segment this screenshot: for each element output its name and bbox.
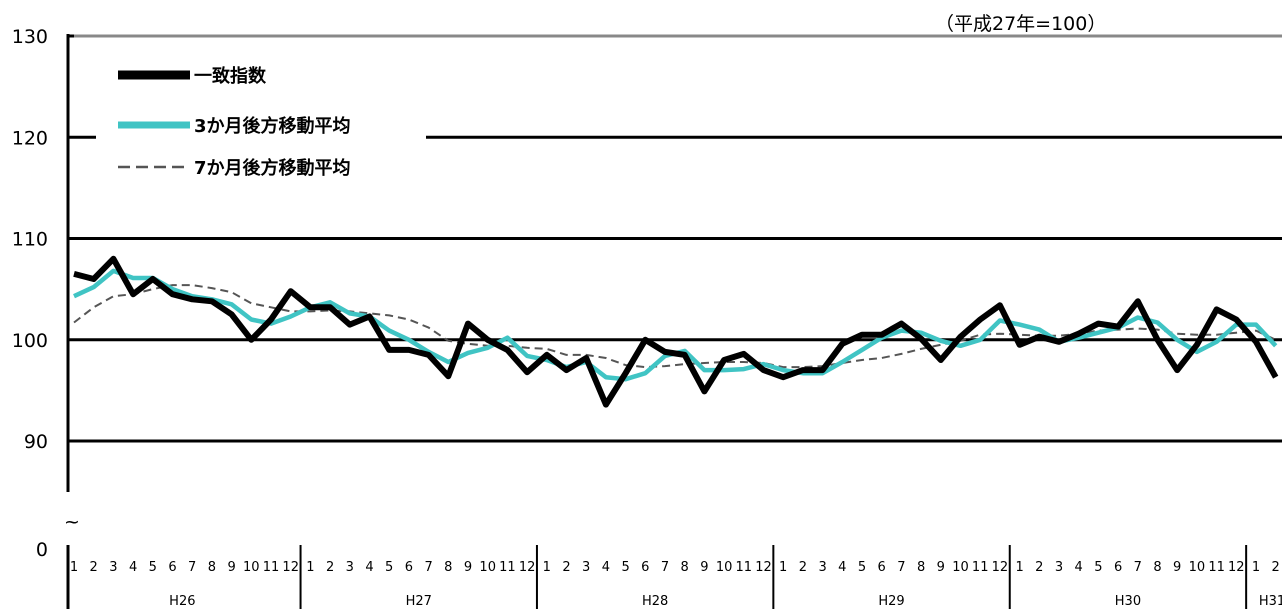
month-tick-label: 11 bbox=[1208, 560, 1225, 575]
month-tick-label: 7 bbox=[424, 560, 432, 575]
month-tick-label: 12 bbox=[992, 560, 1009, 575]
month-tick-label: 6 bbox=[168, 560, 176, 575]
year-label: H30 bbox=[1115, 594, 1141, 609]
month-tick-label: 1 bbox=[1252, 560, 1260, 575]
month-tick-label: 6 bbox=[878, 560, 886, 575]
month-tick-label: 7 bbox=[1134, 560, 1142, 575]
month-tick-label: 9 bbox=[937, 560, 945, 575]
month-tick-label: 2 bbox=[562, 560, 570, 575]
y-axis: 130 120 110 100 90 0 bbox=[12, 26, 74, 609]
month-tick-label: 4 bbox=[1075, 560, 1083, 575]
month-tick-label: 1 bbox=[1015, 560, 1023, 575]
series-line-1 bbox=[73, 255, 1279, 408]
month-tick-label: 8 bbox=[917, 560, 925, 575]
unit-note: （平成27年=100） bbox=[935, 13, 1106, 35]
month-tick-label: 9 bbox=[700, 560, 708, 575]
month-tick-label: 1 bbox=[543, 560, 551, 575]
month-tick-label: 4 bbox=[129, 560, 137, 575]
year-label: H27 bbox=[406, 594, 432, 609]
month-tick-label: 11 bbox=[736, 560, 753, 575]
month-tick-label: 12 bbox=[1228, 560, 1245, 575]
month-tick-label: 2 bbox=[326, 560, 334, 575]
month-tick-label: 2 bbox=[799, 560, 807, 575]
month-tick-label: 10 bbox=[1189, 560, 1206, 575]
month-tick-label: 8 bbox=[208, 560, 216, 575]
month-tick-label: 9 bbox=[1173, 560, 1181, 575]
month-tick-label: 3 bbox=[818, 560, 826, 575]
legend-label-2: 3か月後方移動平均 bbox=[194, 115, 351, 137]
year-label: H31 bbox=[1259, 594, 1282, 609]
month-tick-label: 3 bbox=[109, 560, 117, 575]
month-tick-label: 8 bbox=[444, 560, 452, 575]
month-tick-label: 3 bbox=[582, 560, 590, 575]
month-tick-label: 7 bbox=[897, 560, 905, 575]
month-tick-label: 11 bbox=[263, 560, 280, 575]
month-tick-label: 10 bbox=[716, 560, 733, 575]
month-tick-label: 11 bbox=[499, 560, 516, 575]
y-tick-label: 120 bbox=[12, 127, 48, 149]
legend-label-3: 7か月後方移動平均 bbox=[194, 157, 351, 179]
y-tick-label: 110 bbox=[12, 229, 48, 251]
year-label: H28 bbox=[642, 594, 668, 609]
month-tick-label: 1 bbox=[70, 560, 78, 575]
month-tick-label: 1 bbox=[306, 560, 314, 575]
month-tick-label: 5 bbox=[858, 560, 866, 575]
month-tick-label: 8 bbox=[1153, 560, 1161, 575]
month-tick-label: 9 bbox=[227, 560, 235, 575]
month-tick-label: 6 bbox=[405, 560, 413, 575]
month-tick-label: 2 bbox=[90, 560, 98, 575]
month-tick-label: 7 bbox=[661, 560, 669, 575]
month-tick-label: 5 bbox=[149, 560, 157, 575]
year-label: H26 bbox=[169, 594, 195, 609]
month-tick-label: 6 bbox=[1114, 560, 1122, 575]
month-tick-label: 1 bbox=[779, 560, 787, 575]
month-tick-label: 12 bbox=[282, 560, 299, 575]
month-tick-label: 8 bbox=[681, 560, 689, 575]
month-tick-label: 4 bbox=[602, 560, 610, 575]
month-tick-label: 7 bbox=[188, 560, 196, 575]
month-tick-label: 3 bbox=[346, 560, 354, 575]
month-tick-label: 6 bbox=[641, 560, 649, 575]
month-tick-label: 3 bbox=[1055, 560, 1063, 575]
month-tick-label: 12 bbox=[519, 560, 536, 575]
year-label: H29 bbox=[878, 594, 904, 609]
month-tick-label: 9 bbox=[464, 560, 472, 575]
axis-break-symbol: ~ bbox=[64, 511, 80, 533]
y-tick-label: 130 bbox=[12, 26, 48, 48]
month-tick-label: 12 bbox=[755, 560, 772, 575]
month-tick-label: 10 bbox=[479, 560, 496, 575]
month-tick-label: 4 bbox=[365, 560, 373, 575]
y-tick-label: 0 bbox=[36, 539, 48, 561]
month-tick-label: 4 bbox=[838, 560, 846, 575]
legend-label-1: 一致指数 bbox=[194, 65, 267, 87]
month-tick-label: 5 bbox=[385, 560, 393, 575]
y-tick-label: 100 bbox=[12, 330, 48, 352]
month-tick-label: 5 bbox=[1094, 560, 1102, 575]
month-tick-label: 5 bbox=[621, 560, 629, 575]
series-lines bbox=[73, 255, 1279, 408]
month-tick-label: 10 bbox=[952, 560, 969, 575]
y-tick-label: 90 bbox=[24, 431, 48, 453]
month-tick-label: 2 bbox=[1035, 560, 1043, 575]
month-tick-label: 11 bbox=[972, 560, 989, 575]
month-tick-label: 2 bbox=[1272, 560, 1280, 575]
month-tick-label: 10 bbox=[243, 560, 260, 575]
legend: 一致指数 3か月後方移動平均 7か月後方移動平均 bbox=[118, 65, 351, 179]
